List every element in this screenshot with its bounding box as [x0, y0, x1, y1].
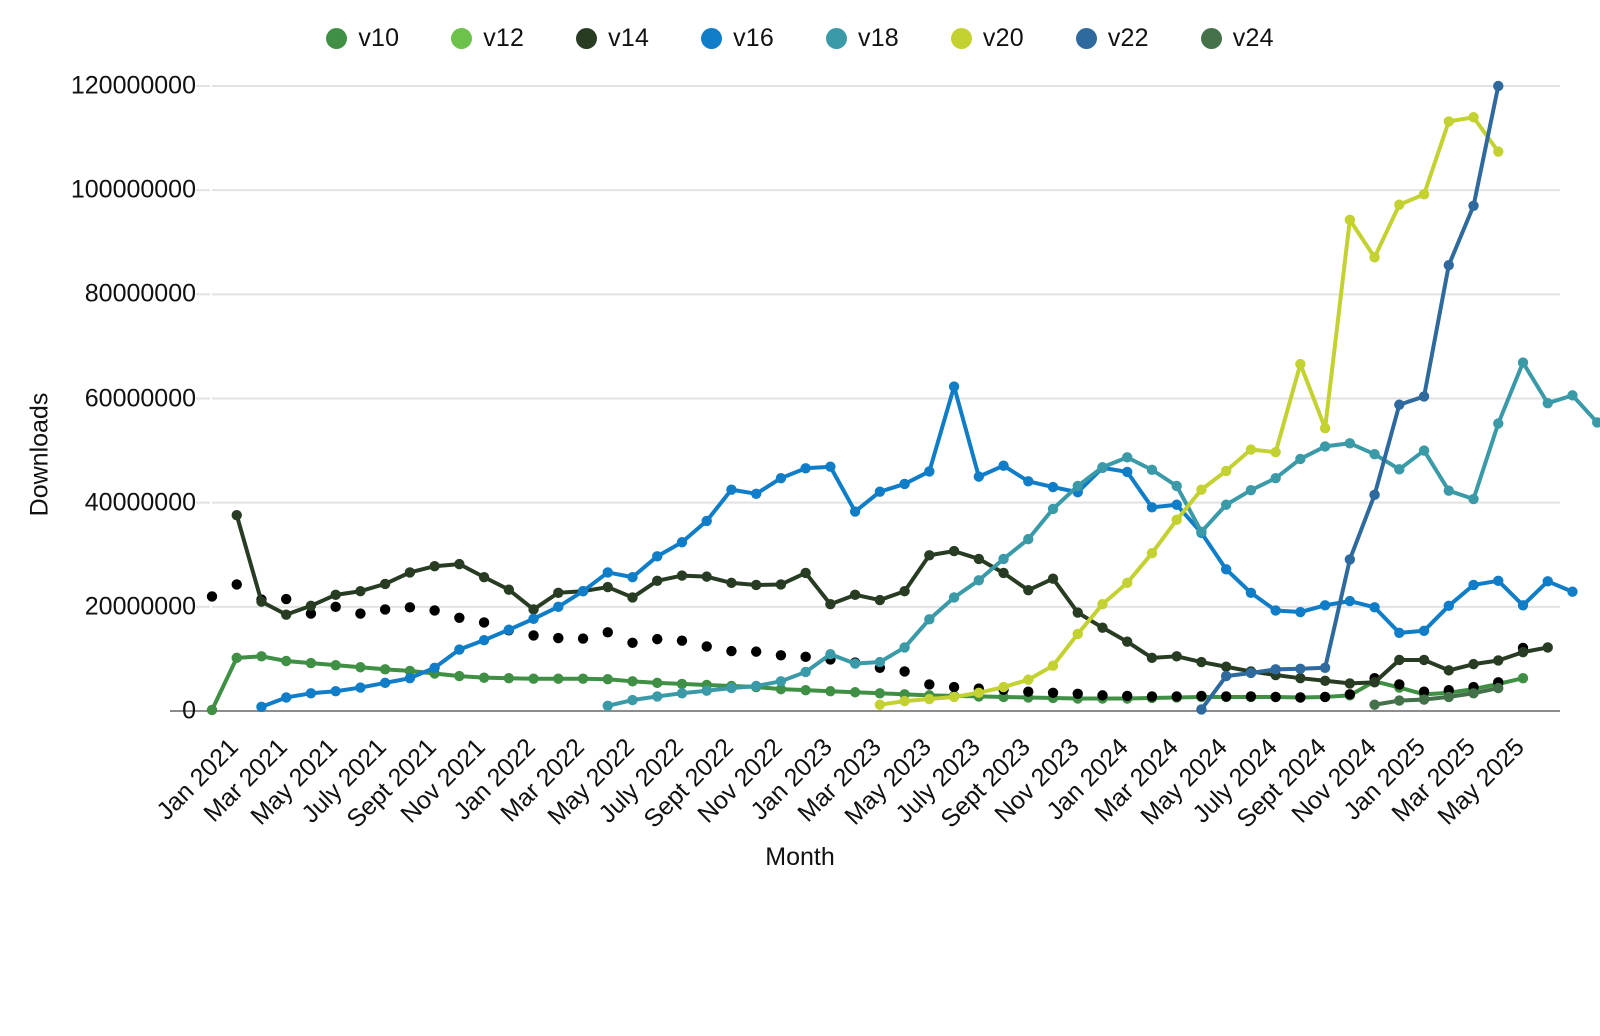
legend-swatch-icon: [826, 28, 847, 49]
y-tick-label: 120000000: [70, 71, 196, 100]
legend-swatch-icon: [1200, 28, 1222, 49]
legend-label: v22: [1107, 24, 1149, 52]
x-axis-title: Month: [765, 843, 835, 871]
legend-item-v24[interactable]: v24: [1200, 24, 1274, 52]
legend-swatch-icon: [950, 28, 972, 49]
plot-area: [170, 80, 1600, 716]
chart-legend: v10 v12 v14 v16 v18 v20 v22 v24: [0, 26, 1600, 51]
x-tick-labels: Jan 2021 Mar 2021 May 2021 July 2021 Sept 20…: [151, 733, 1530, 833]
series-v20: [874, 112, 1504, 710]
legend-item-v18[interactable]: v18: [826, 26, 899, 51]
legend-label: v24: [1232, 24, 1274, 52]
series-layer: [206, 80, 1600, 716]
y-tick-labels: 0 20000000 40000000 60000000 80000000 1000000…: [0, 0, 196, 900]
legend-item-v20[interactable]: v20: [950, 24, 1024, 52]
y-tick-label: 60000000: [84, 384, 196, 412]
legend-item-v10[interactable]: v10: [326, 26, 399, 51]
legend-label: v10: [358, 24, 400, 52]
y-axis-title: Downloads: [25, 392, 54, 517]
legend-label: v16: [733, 24, 774, 52]
legend-swatch-icon: [701, 28, 723, 49]
series-v12: [206, 579, 1529, 703]
y-tick-label: 80000000: [84, 279, 196, 308]
legend-label: v12: [483, 24, 525, 52]
legend-label: v20: [982, 24, 1024, 52]
downloads-line-chart: v10 v12 v14 v16 v18 v20 v22 v24 0 20000000 400000…: [0, 0, 1600, 900]
legend-item-v12[interactable]: v12: [451, 26, 524, 51]
y-tick-label: 40000000: [84, 488, 196, 517]
y-tick-label: 100000000: [70, 175, 196, 204]
legend-label: v18: [858, 24, 899, 52]
legend-item-v16[interactable]: v16: [701, 26, 774, 51]
legend-swatch-icon: [326, 28, 348, 49]
series-v14: [231, 509, 1553, 689]
legend-swatch-icon: [1075, 28, 1097, 49]
y-tick-label: 20000000: [84, 592, 196, 621]
legend-item-v22[interactable]: v22: [1075, 24, 1149, 52]
legend-item-v14[interactable]: v14: [576, 26, 649, 51]
series-v18: [602, 357, 1600, 711]
series-v22: [1196, 80, 1504, 715]
series-v24: [1369, 682, 1504, 710]
legend-swatch-icon: [576, 28, 598, 49]
y-tick-marks: [196, 85, 210, 712]
legend-label: v14: [608, 24, 650, 52]
y-tick-label: 0: [182, 696, 196, 725]
legend-swatch-icon: [451, 28, 473, 49]
